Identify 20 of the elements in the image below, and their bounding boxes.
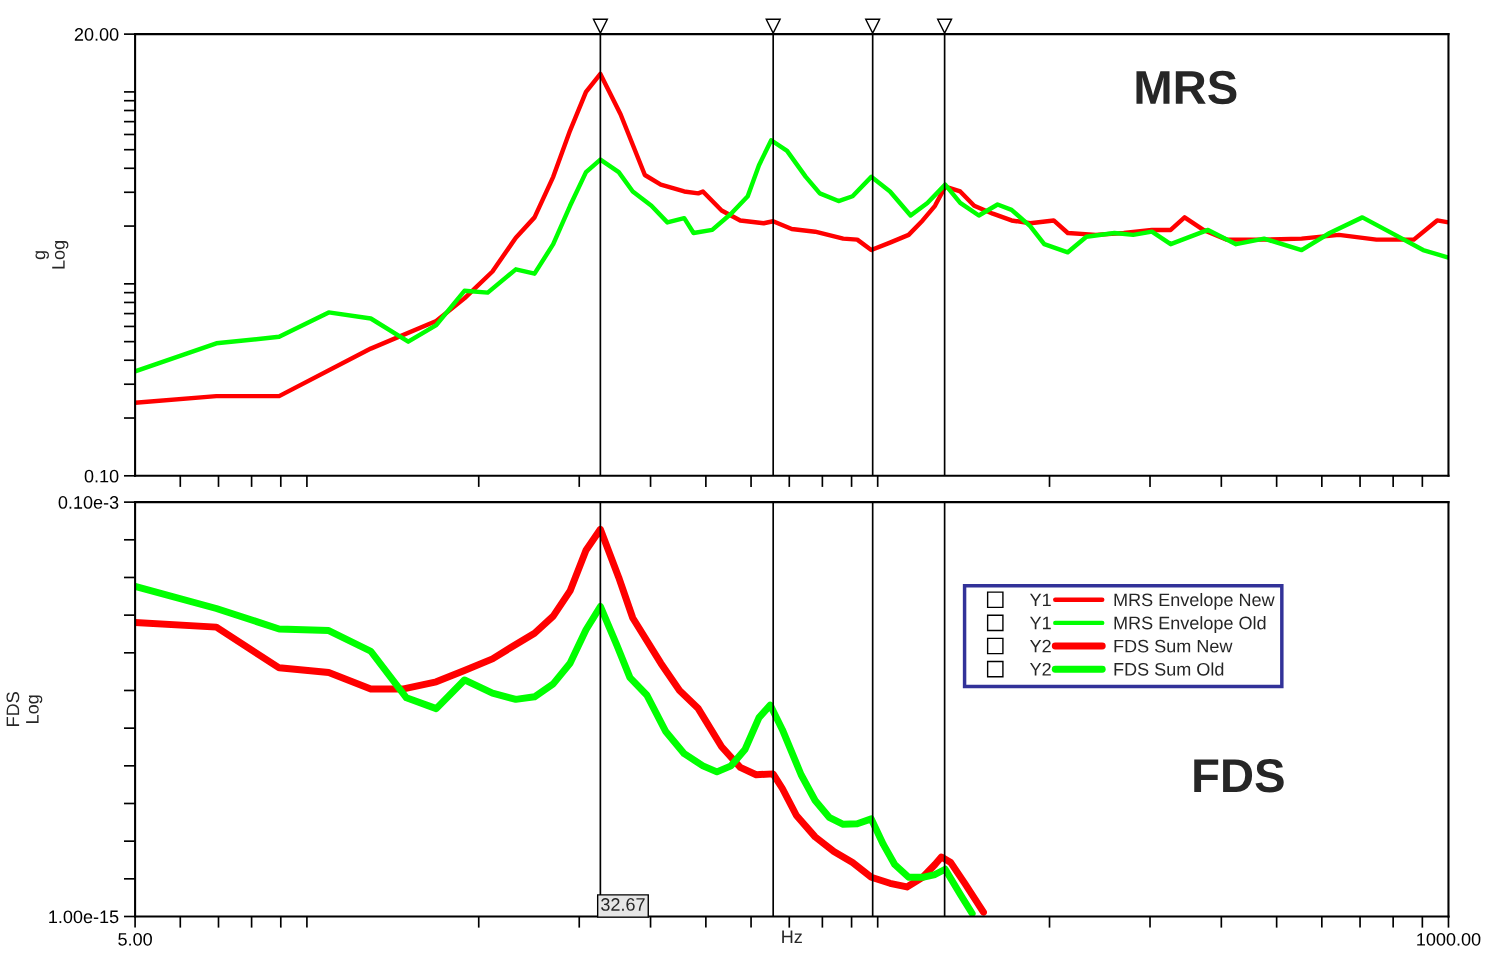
legend-label: MRS Envelope Old — [1114, 616, 1266, 633]
annotation: MRS — [1136, 70, 1237, 105]
x-tick-label: 5.00 — [118, 932, 152, 946]
x-tick-label: 1000.00 — [1417, 932, 1481, 946]
x-axis-title: Hz — [782, 930, 802, 943]
y-tick-label: 20.00 — [74, 28, 119, 41]
y-tick-label: 0.10 — [84, 469, 119, 483]
text: FDS Sum Old — [1114, 662, 1224, 676]
annotation: Y2 — [1029, 662, 1051, 676]
ref-line-label: 32.67 — [601, 898, 645, 911]
text: FDS Sum New — [1114, 639, 1233, 653]
annotation: Y1 — [1029, 616, 1051, 630]
annotation: Y1 — [1029, 593, 1051, 607]
y-axis-title: g Log — [35, 241, 69, 269]
legend-label: MRS Envelope New — [1114, 592, 1275, 610]
y-tick-label: 0.10e-3 — [58, 496, 119, 509]
annotation: FDS — [1194, 758, 1284, 793]
y-axis-title: FDS Log — [6, 692, 43, 726]
annotation: Y2 — [1029, 639, 1051, 653]
y-tick-label: 1.00e-15 — [49, 910, 119, 924]
